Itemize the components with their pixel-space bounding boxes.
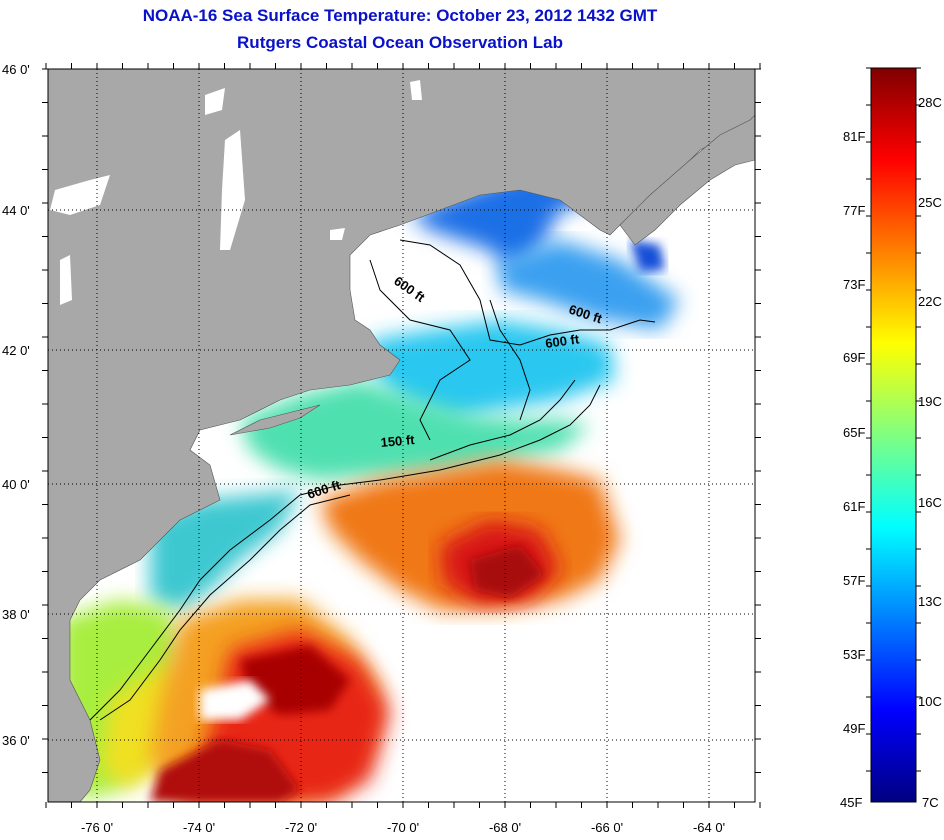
inland-lakes <box>50 80 422 305</box>
fahrenheit-label: 49F <box>843 721 865 736</box>
lat-label: 38 0' <box>2 607 30 622</box>
lat-label: 40 0' <box>2 477 30 492</box>
isobath-contours <box>89 239 656 721</box>
celsius-label: 25C <box>918 195 942 210</box>
celsius-label: 10C <box>918 694 942 709</box>
fahrenheit-label: 65F <box>843 425 865 440</box>
celsius-label: 28C <box>918 95 942 110</box>
lat-label: 42 0' <box>2 343 30 358</box>
celsius-label: 19C <box>918 394 942 409</box>
celsius-label: 7C <box>922 795 939 810</box>
fahrenheit-label: 61F <box>843 499 865 514</box>
isobath-label: 600 ft <box>544 331 580 351</box>
land <box>48 69 755 802</box>
lat-label: 36 0' <box>2 733 30 748</box>
lat-label: 44 0' <box>2 203 30 218</box>
colorbar-gradient <box>870 67 917 803</box>
lon-label: -68 0' <box>489 820 521 835</box>
fahrenheit-label: 53F <box>843 647 865 662</box>
celsius-label: 22C <box>918 294 942 309</box>
fahrenheit-label: 81F <box>843 129 865 144</box>
fahrenheit-label: 45F <box>840 795 862 810</box>
fahrenheit-label: 57F <box>843 573 865 588</box>
lat-label: 46 0' <box>2 62 30 77</box>
lon-label: -64 0' <box>693 820 725 835</box>
lon-label: -66 0' <box>591 820 623 835</box>
lon-label: -72 0' <box>285 820 317 835</box>
map-title: NOAA-16 Sea Surface Temperature: October… <box>142 6 658 25</box>
celsius-label: 13C <box>918 594 942 609</box>
fahrenheit-label: 73F <box>843 277 865 292</box>
fahrenheit-label: 69F <box>843 350 865 365</box>
sst-field <box>60 110 680 802</box>
colorbar-ticks <box>866 67 921 772</box>
isobath-label: 150 ft <box>380 432 416 450</box>
celsius-label: 16C <box>918 495 942 510</box>
axis-ticks <box>42 63 761 808</box>
map-frame <box>47 68 756 803</box>
map-subtitle: Rutgers Coastal Ocean Observation Lab <box>237 33 563 52</box>
lon-label: -70 0' <box>387 820 419 835</box>
lon-label: -76 0' <box>81 820 113 835</box>
fahrenheit-label: 77F <box>843 203 865 218</box>
lon-label: -74 0' <box>183 820 215 835</box>
